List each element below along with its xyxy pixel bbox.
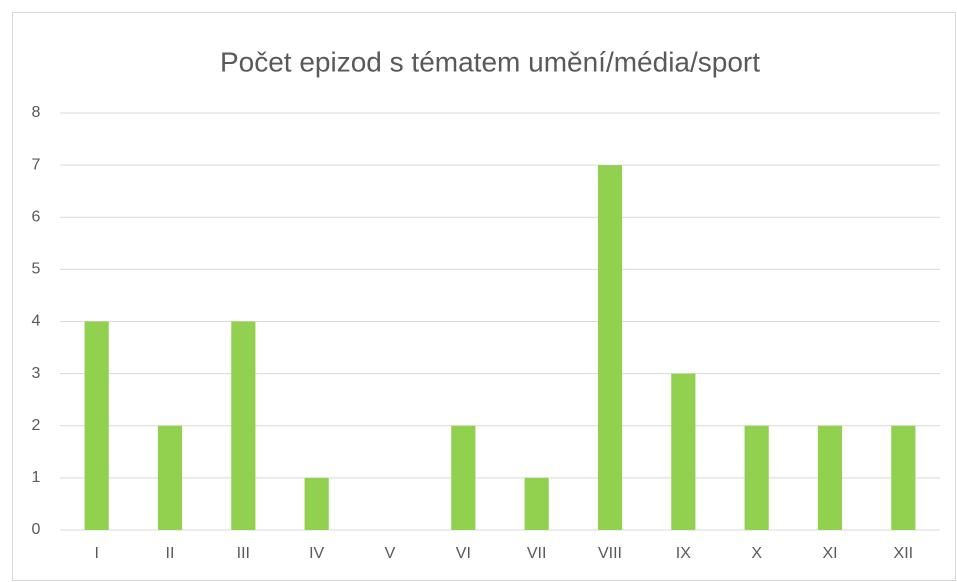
x-tick-label: V: [385, 545, 396, 562]
x-tick-label: XII: [894, 545, 914, 562]
bar: [671, 373, 696, 530]
y-tick-label: 0: [32, 521, 41, 538]
bar: [891, 425, 916, 530]
bar: [157, 425, 183, 530]
y-tick-label: 5: [32, 261, 41, 278]
x-tick-label: III: [237, 545, 250, 562]
bar: [84, 321, 109, 530]
x-tick-label: VII: [527, 545, 547, 562]
x-tick-label: IX: [676, 545, 691, 562]
x-tick-label: X: [751, 545, 762, 562]
x-tick-label: VIII: [598, 545, 622, 562]
x-tick-label: II: [166, 545, 175, 562]
x-tick-label: IV: [309, 545, 324, 562]
y-tick-label: 7: [32, 156, 41, 173]
y-tick-label: 8: [32, 104, 41, 121]
bar: [817, 425, 843, 530]
y-tick-label: 2: [32, 417, 41, 434]
x-tick-label: I: [94, 545, 98, 562]
y-tick-label: 3: [32, 365, 41, 382]
y-tick-label: 4: [32, 313, 41, 330]
bar: [744, 425, 769, 530]
bar: [231, 321, 256, 530]
chart-title: Počet epizod s tématem umění/média/sport: [220, 46, 760, 77]
y-tick-label: 6: [32, 208, 41, 225]
bar: [597, 165, 623, 530]
bar: [304, 477, 329, 530]
bar: [451, 425, 476, 530]
chart-frame: [12, 12, 956, 581]
x-tick-label: VI: [456, 545, 471, 562]
x-tick-label: XI: [822, 545, 837, 562]
bar: [524, 477, 549, 530]
y-tick-label: 1: [32, 469, 41, 486]
